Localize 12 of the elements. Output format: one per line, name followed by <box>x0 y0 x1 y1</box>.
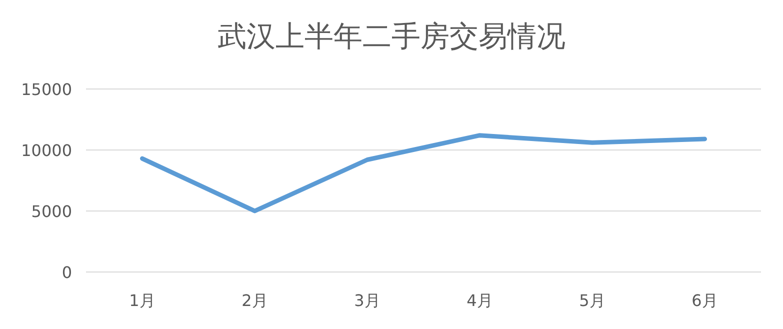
y-tick-label: 15000 <box>21 80 72 99</box>
x-tick-label: 1月 <box>129 291 156 310</box>
x-tick-label: 6月 <box>692 291 718 310</box>
x-tick-label: 5月 <box>579 291 606 310</box>
y-tick-label: 0 <box>62 263 72 282</box>
x-tick-label: 3月 <box>354 291 380 310</box>
y-tick-label: 5000 <box>31 202 72 221</box>
y-tick-label: 10000 <box>21 141 72 160</box>
x-tick-label: 4月 <box>466 291 493 310</box>
x-tick-label: 2月 <box>242 291 268 310</box>
chart-title: 武汉上半年二手房交易情况 <box>218 19 566 53</box>
line-series <box>140 133 707 214</box>
